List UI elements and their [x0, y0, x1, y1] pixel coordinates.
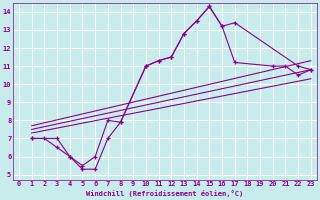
X-axis label: Windchill (Refroidissement éolien,°C): Windchill (Refroidissement éolien,°C) — [86, 190, 244, 197]
